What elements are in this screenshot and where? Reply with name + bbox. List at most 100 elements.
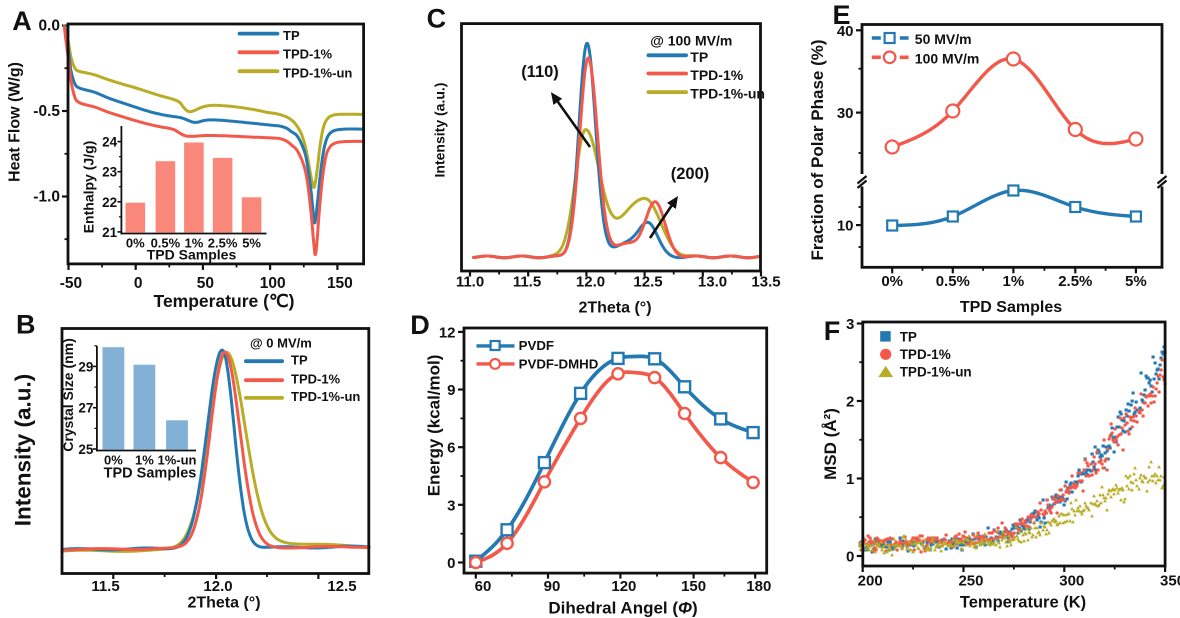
svg-text:12.0: 12.0: [576, 274, 605, 291]
svg-text:9: 9: [447, 382, 455, 399]
svg-text:1%-un: 1%-un: [158, 453, 197, 468]
svg-text:12.5: 12.5: [327, 578, 356, 595]
svg-text:Temperature (℃): Temperature (℃): [154, 291, 295, 311]
svg-text:Enthalpy (J/g): Enthalpy (J/g): [81, 141, 97, 234]
svg-text:0: 0: [134, 275, 143, 292]
svg-text:150: 150: [681, 578, 706, 595]
svg-text:Crystal Size (nm): Crystal Size (nm): [60, 338, 76, 452]
svg-text:0%: 0%: [104, 453, 123, 468]
svg-text:TPD-1%-un: TPD-1%-un: [900, 364, 972, 379]
svg-text:12: 12: [439, 324, 456, 341]
svg-text:25: 25: [78, 442, 94, 457]
svg-text:2: 2: [846, 394, 854, 411]
svg-text:A: A: [12, 6, 32, 36]
svg-text:24: 24: [102, 135, 118, 150]
svg-text:E: E: [832, 0, 850, 30]
svg-text:120: 120: [611, 578, 636, 595]
svg-text:13.0: 13.0: [698, 274, 727, 291]
svg-text:TP: TP: [291, 352, 308, 367]
svg-text:TPD-1%: TPD-1%: [283, 47, 333, 62]
svg-text:1%: 1%: [1003, 273, 1025, 290]
svg-text:TPD Samples: TPD Samples: [147, 247, 237, 263]
svg-text:TP: TP: [690, 49, 708, 65]
svg-text:TPD-1%: TPD-1%: [291, 371, 341, 386]
svg-text:1%: 1%: [135, 453, 154, 468]
svg-text:2Theta (°): 2Theta (°): [578, 300, 651, 317]
svg-text:0.5%: 0.5%: [151, 236, 181, 251]
svg-text:10: 10: [837, 218, 854, 235]
svg-text:2.5%: 2.5%: [1058, 273, 1092, 290]
svg-text:200: 200: [858, 573, 883, 590]
svg-text:0: 0: [447, 555, 455, 572]
svg-text:TPD Samples: TPD Samples: [960, 299, 1062, 316]
svg-text:100 MV/m: 100 MV/m: [915, 51, 980, 67]
svg-text:-1.0: -1.0: [33, 189, 60, 206]
svg-text:23: 23: [102, 165, 118, 180]
svg-text:40: 40: [837, 23, 854, 40]
svg-text:12.5: 12.5: [633, 274, 662, 291]
svg-text:180: 180: [746, 578, 771, 595]
svg-text:11.5: 11.5: [91, 578, 119, 595]
svg-text:TPD-1%-un: TPD-1%-un: [291, 389, 360, 404]
svg-text:TPD-1%-un: TPD-1%-un: [283, 66, 352, 81]
svg-text:12.0: 12.0: [203, 578, 232, 595]
svg-text:2Theta (°): 2Theta (°): [187, 595, 260, 612]
svg-text:@ 0 MV/m: @ 0 MV/m: [250, 335, 312, 350]
svg-text:(110): (110): [521, 63, 559, 81]
svg-text:Heat Flow (W/g): Heat Flow (W/g): [6, 62, 23, 182]
svg-text:13.5: 13.5: [751, 274, 780, 291]
svg-text:-0.5: -0.5: [33, 103, 60, 120]
svg-text:F: F: [824, 316, 841, 346]
svg-text:90: 90: [544, 578, 561, 595]
svg-text:TPD Samples: TPD Samples: [104, 466, 197, 482]
svg-text:C: C: [427, 4, 447, 34]
svg-text:Fraction of Polar Phase (%): Fraction of Polar Phase (%): [808, 39, 827, 260]
svg-text:11.0: 11.0: [456, 274, 484, 291]
svg-text:0.5%: 0.5%: [936, 273, 970, 290]
svg-text:5%: 5%: [1125, 273, 1147, 290]
svg-text:TPD-1%: TPD-1%: [690, 67, 743, 83]
svg-text:350: 350: [1160, 573, 1180, 590]
svg-text:100: 100: [260, 275, 286, 292]
svg-text:TPD-1%: TPD-1%: [900, 347, 951, 362]
svg-text:0.0: 0.0: [38, 18, 60, 35]
svg-text:(200): (200): [671, 165, 710, 183]
svg-text:TP: TP: [900, 330, 917, 345]
svg-text:Intensity (a.u.): Intensity (a.u.): [431, 83, 447, 178]
svg-text:22: 22: [102, 195, 117, 210]
svg-text:1: 1: [846, 471, 854, 488]
svg-text:D: D: [410, 310, 430, 340]
svg-text:250: 250: [958, 573, 983, 590]
svg-text:Intensity (a.u.): Intensity (a.u.): [11, 374, 36, 527]
svg-text:TP: TP: [283, 28, 300, 43]
svg-text:-50: -50: [60, 275, 82, 292]
svg-text:PVDF-DMHD: PVDF-DMHD: [519, 356, 599, 371]
svg-text:30: 30: [837, 105, 854, 122]
svg-text:TPD-1%-un: TPD-1%-un: [690, 86, 765, 102]
svg-text:27: 27: [78, 401, 93, 416]
svg-text:1%: 1%: [185, 236, 204, 251]
svg-text:0: 0: [846, 549, 854, 566]
svg-text:5%: 5%: [242, 236, 261, 251]
svg-text:2.5%: 2.5%: [208, 236, 238, 251]
svg-text:150: 150: [327, 275, 353, 292]
svg-text:50: 50: [197, 275, 214, 292]
svg-text:0%: 0%: [126, 236, 145, 251]
svg-text:Energy (kcal/mol): Energy (kcal/mol): [425, 355, 444, 497]
svg-text:3: 3: [846, 316, 854, 333]
svg-text:MSD (Å²): MSD (Å²): [821, 408, 840, 480]
svg-text:29: 29: [78, 359, 93, 374]
svg-text:0%: 0%: [881, 273, 903, 290]
svg-text:50 MV/m: 50 MV/m: [915, 31, 972, 47]
svg-text:300: 300: [1059, 573, 1084, 590]
svg-text:Temperature (K): Temperature (K): [960, 594, 1086, 612]
svg-text:60: 60: [475, 578, 492, 595]
svg-text:11.5: 11.5: [513, 274, 541, 291]
svg-text:@ 100 MV/m: @ 100 MV/m: [650, 32, 732, 48]
svg-text:Dihedral Angel (Φ): Dihedral Angel (Φ): [548, 599, 697, 618]
svg-text:3: 3: [447, 497, 455, 514]
svg-text:PVDF: PVDF: [519, 338, 554, 353]
svg-text:6: 6: [447, 440, 455, 457]
svg-text:B: B: [16, 310, 36, 340]
svg-text:21: 21: [102, 225, 118, 240]
